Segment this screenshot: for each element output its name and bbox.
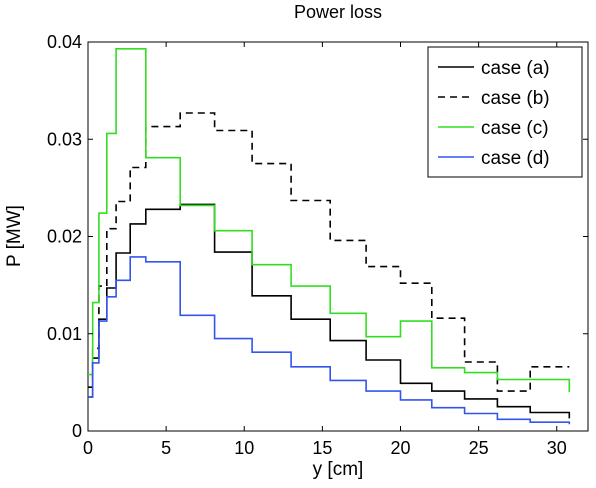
x-tick-label-2: 10 bbox=[234, 438, 254, 458]
series-line-4 bbox=[88, 256, 571, 425]
legend-label-1: case (a) bbox=[481, 58, 550, 79]
series-layer bbox=[88, 48, 571, 425]
y-tick-label-4: 0.04 bbox=[47, 32, 82, 52]
axis-ticks: 0 5 10 15 20 25 30 0 0.01 0.02 0.03 0.04 bbox=[47, 32, 588, 458]
y-tick-label-0: 0 bbox=[72, 421, 82, 441]
x-tick-label-4: 20 bbox=[390, 438, 410, 458]
legend-label-3: case (c) bbox=[481, 118, 549, 139]
series-line-3 bbox=[88, 48, 571, 393]
y-axis-title: P [MW] bbox=[4, 205, 25, 267]
x-tick-label-1: 5 bbox=[161, 438, 171, 458]
x-tick-label-3: 15 bbox=[312, 438, 332, 458]
y-tick-label-2: 0.02 bbox=[47, 227, 82, 247]
x-tick-label-5: 25 bbox=[469, 438, 489, 458]
series-line-2 bbox=[88, 112, 570, 392]
y-tick-label-3: 0.03 bbox=[47, 129, 82, 149]
x-axis-title: y [cm] bbox=[313, 459, 364, 480]
y-tick-label-1: 0.01 bbox=[47, 324, 82, 344]
legend-label-4: case (d) bbox=[481, 148, 550, 169]
legend-label-2: case (b) bbox=[481, 88, 550, 109]
chart-title: Power loss bbox=[294, 2, 382, 22]
series-line-1 bbox=[88, 203, 571, 419]
legend: case (a) case (b) case (c) case (d) bbox=[427, 46, 583, 178]
x-tick-label-0: 0 bbox=[83, 438, 93, 458]
legend-box bbox=[427, 46, 583, 178]
x-tick-label-6: 30 bbox=[547, 438, 567, 458]
